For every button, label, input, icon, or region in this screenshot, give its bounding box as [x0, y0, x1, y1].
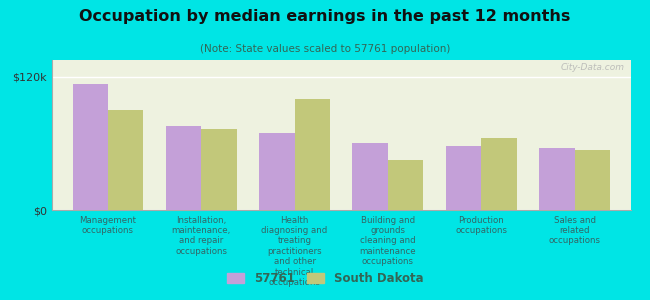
- Bar: [202, 129, 237, 210]
- Bar: [166, 126, 202, 210]
- Bar: [73, 84, 108, 210]
- Bar: [108, 110, 144, 210]
- Bar: [446, 146, 481, 210]
- Legend: 57761, South Dakota: 57761, South Dakota: [221, 266, 429, 291]
- Text: Occupation by median earnings in the past 12 months: Occupation by median earnings in the pas…: [79, 9, 571, 24]
- Bar: [388, 160, 423, 210]
- Bar: [575, 150, 610, 210]
- Bar: [352, 143, 388, 210]
- Bar: [259, 133, 294, 210]
- Bar: [294, 99, 330, 210]
- Bar: [481, 138, 517, 210]
- Text: City-Data.com: City-Data.com: [561, 63, 625, 72]
- Bar: [539, 148, 575, 210]
- Text: (Note: State values scaled to 57761 population): (Note: State values scaled to 57761 popu…: [200, 44, 450, 53]
